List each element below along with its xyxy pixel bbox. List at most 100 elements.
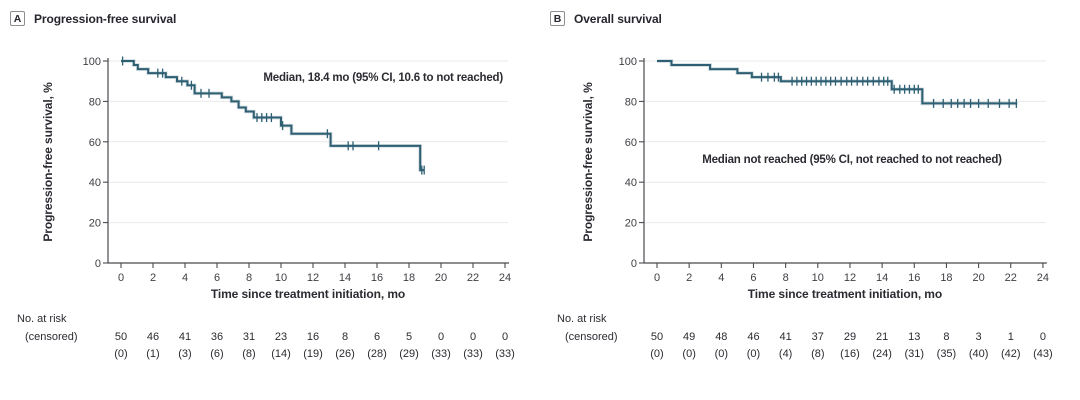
y-tick-label-20: 20 (89, 218, 101, 230)
y-tick-label-20: 20 (625, 218, 637, 230)
panel-a-header: A Progression-free survival (10, 11, 176, 26)
x-tick-label-12: 12 (844, 272, 856, 284)
censored-count: (29) (399, 348, 419, 360)
panel-a-letter-badge: A (10, 11, 25, 26)
at-risk-count: 0 (1040, 331, 1046, 343)
y-tick-label-60: 60 (625, 137, 637, 149)
censored-count: (26) (335, 348, 355, 360)
at-risk-count: 8 (342, 331, 348, 343)
censored-count: (42) (1001, 348, 1021, 360)
y-tick-label-0: 0 (95, 258, 101, 270)
censored-label: (censored) (565, 331, 618, 343)
x-tick-label-22: 22 (1005, 272, 1017, 284)
censored-count: (28) (367, 348, 387, 360)
survival-curve (121, 60, 425, 172)
at-risk-count: 46 (747, 331, 759, 343)
censored-count: (0) (682, 348, 695, 360)
censored-count: (0) (650, 348, 663, 360)
at-risk-count: 50 (651, 331, 663, 343)
at-risk-count: 23 (275, 331, 287, 343)
censored-count: (14) (271, 348, 291, 360)
censored-count: (4) (779, 348, 792, 360)
x-tick-label-22: 22 (467, 272, 479, 284)
censored-count: (8) (242, 348, 255, 360)
median-annotation: Median, 18.4 mo (95% CI, 10.6 to not rea… (263, 72, 503, 84)
censored-count: (31) (904, 348, 924, 360)
censored-count: (0) (747, 348, 760, 360)
censored-count: (40) (969, 348, 989, 360)
censored-count: (0) (114, 348, 127, 360)
y-tick-label-60: 60 (89, 137, 101, 149)
x-tick-label-8: 8 (246, 272, 252, 284)
x-tick-label-2: 2 (150, 272, 156, 284)
censored-count: (24) (872, 348, 892, 360)
at-risk-count: 36 (211, 331, 223, 343)
at-risk-count: 50 (115, 331, 127, 343)
censored-label: (censored) (25, 331, 78, 343)
at-risk-count: 46 (147, 331, 159, 343)
at-risk-label: No. at risk (17, 313, 67, 325)
at-risk-count: 8 (943, 331, 949, 343)
at-risk-count: 29 (844, 331, 856, 343)
x-tick-label-0: 0 (654, 272, 660, 284)
x-tick-label-16: 16 (371, 272, 383, 284)
y-tick-label-80: 80 (625, 96, 637, 108)
at-risk-count: 41 (780, 331, 792, 343)
at-risk-count: 37 (812, 331, 824, 343)
x-tick-label-6: 6 (214, 272, 220, 284)
x-tick-label-8: 8 (783, 272, 789, 284)
y-tick-label-80: 80 (89, 96, 101, 108)
y-tick-label-100: 100 (619, 56, 637, 68)
at-risk-count: 21 (876, 331, 888, 343)
x-tick-label-24: 24 (1037, 272, 1049, 284)
panel-b-title: Overall survival (574, 11, 662, 26)
x-tick-label-20: 20 (972, 272, 984, 284)
panel-b-letter-badge: B (550, 11, 565, 26)
censored-count: (35) (937, 348, 957, 360)
panel-b-overall-survival: B Overall survival 0 20 40 60 80 100 0 2 4 6 8 10 12… (540, 0, 1080, 400)
censored-count: (19) (303, 348, 323, 360)
panel-a-progression-free-survival: A Progression-free survival 0 20 40 60 80 100… (10, 11, 515, 360)
at-risk-count: 0 (502, 331, 508, 343)
at-risk-count: 41 (179, 331, 191, 343)
x-tick-label-14: 14 (876, 272, 888, 284)
at-risk-count: 31 (243, 331, 255, 343)
at-risk-count: 3 (976, 331, 982, 343)
x-axis-title: Time since treatment initiation, mo (211, 287, 405, 301)
y-axis-title: Progression-free survival, % (581, 82, 595, 242)
at-risk-count: 5 (406, 331, 412, 343)
at-risk-count: 49 (683, 331, 695, 343)
x-tick-label-4: 4 (182, 272, 188, 284)
censored-count: (33) (431, 348, 451, 360)
x-tick-label-20: 20 (435, 272, 447, 284)
x-tick-label-12: 12 (307, 272, 319, 284)
censored-count: (43) (1033, 348, 1053, 360)
x-tick-label-6: 6 (750, 272, 756, 284)
y-axis-title: Progression-free survival, % (41, 82, 55, 242)
y-tick-label-100: 100 (83, 56, 101, 68)
x-tick-label-4: 4 (718, 272, 724, 284)
censored-count: (3) (178, 348, 191, 360)
x-axis-title: Time since treatment initiation, mo (748, 287, 942, 301)
x-tick-label-18: 18 (940, 272, 952, 284)
censored-count: (8) (811, 348, 824, 360)
x-tick-label-14: 14 (339, 272, 351, 284)
x-tick-label-0: 0 (118, 272, 124, 284)
at-risk-count: 6 (374, 331, 380, 343)
x-tick-label-10: 10 (812, 272, 824, 284)
y-tick-label-40: 40 (89, 177, 101, 189)
censored-count: (1) (146, 348, 159, 360)
x-tick-label-10: 10 (275, 272, 287, 284)
at-risk-count: 16 (307, 331, 319, 343)
survival-curve (657, 60, 1018, 105)
at-risk-label: No. at risk (557, 313, 607, 325)
censored-count: (6) (210, 348, 223, 360)
censored-count: (33) (495, 348, 515, 360)
y-tick-label-40: 40 (625, 177, 637, 189)
x-tick-label-24: 24 (499, 272, 511, 284)
at-risk-count: 1 (1008, 331, 1014, 343)
at-risk-count: 0 (438, 331, 444, 343)
